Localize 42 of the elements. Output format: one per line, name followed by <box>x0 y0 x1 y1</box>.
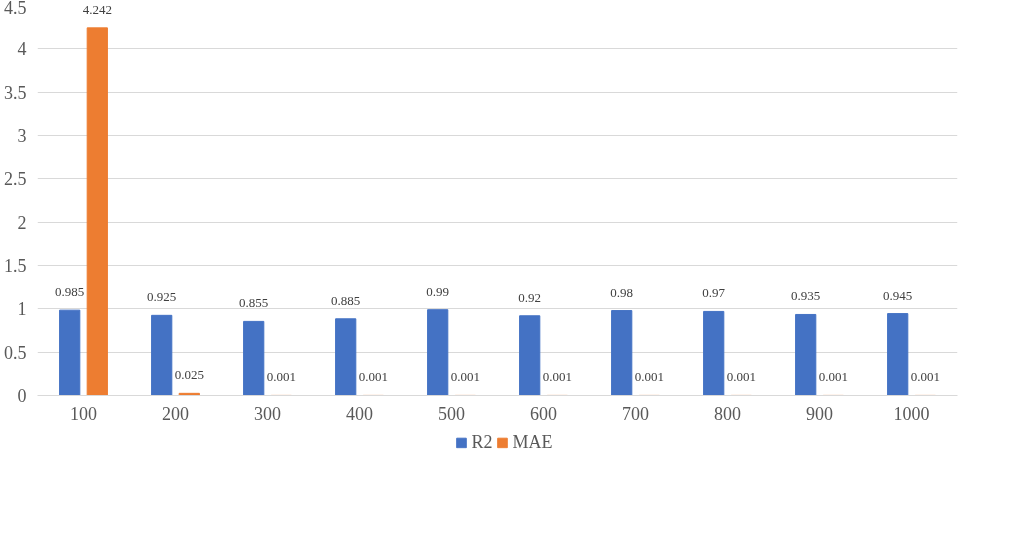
y-tick-label: 3.5 <box>4 82 27 103</box>
y-tick-label: 2.5 <box>4 169 27 190</box>
data-label: 0.001 <box>358 369 388 385</box>
x-tick-label: 200 <box>162 403 189 424</box>
legend-label: R2 <box>471 431 493 453</box>
data-label: 0.025 <box>174 367 204 383</box>
data-label: 4.242 <box>82 1 112 17</box>
x-tick-label: 500 <box>438 403 465 424</box>
data-label: 0.99 <box>426 283 450 299</box>
y-tick-label: 3 <box>17 126 27 146</box>
data-label: 0.985 <box>55 284 85 300</box>
x-tick-label: 600 <box>530 403 557 424</box>
legend-label: MAE <box>512 431 553 453</box>
y-tick-label: 4.5 <box>4 0 27 18</box>
y-tick-label: 1.5 <box>4 256 27 276</box>
data-label: 0.001 <box>818 369 848 385</box>
data-label: 0.001 <box>266 369 296 385</box>
data-label: 0.935 <box>791 288 821 304</box>
x-tick-label: 700 <box>622 403 649 424</box>
x-tick-label: 300 <box>254 403 281 424</box>
y-tick-label: 4 <box>17 39 27 60</box>
y-tick-label: 1 <box>17 299 27 320</box>
data-label: 0.001 <box>634 369 664 385</box>
x-tick-label: 100 <box>70 403 97 424</box>
data-label: 0.925 <box>147 289 177 305</box>
data-label: 0.855 <box>239 295 269 311</box>
x-tick-label: 400 <box>346 403 373 424</box>
data-label: 0.001 <box>450 369 480 385</box>
x-tick-label: 800 <box>714 403 741 424</box>
y-tick-label: 0.5 <box>4 342 27 363</box>
y-tick-label: 0 <box>17 386 27 406</box>
data-label: 0.001 <box>542 369 572 385</box>
data-label: 0.98 <box>610 284 634 300</box>
data-label: 0.92 <box>518 289 542 305</box>
x-tick-label: 900 <box>806 403 833 424</box>
y-tick-label: 2 <box>17 212 27 233</box>
x-tick-label: 1000 <box>893 403 930 424</box>
data-label: 0.001 <box>910 369 940 385</box>
data-label: 0.001 <box>726 369 756 385</box>
data-label: 0.885 <box>331 292 361 308</box>
data-label: 0.97 <box>702 285 726 301</box>
data-label: 0.945 <box>883 287 913 303</box>
